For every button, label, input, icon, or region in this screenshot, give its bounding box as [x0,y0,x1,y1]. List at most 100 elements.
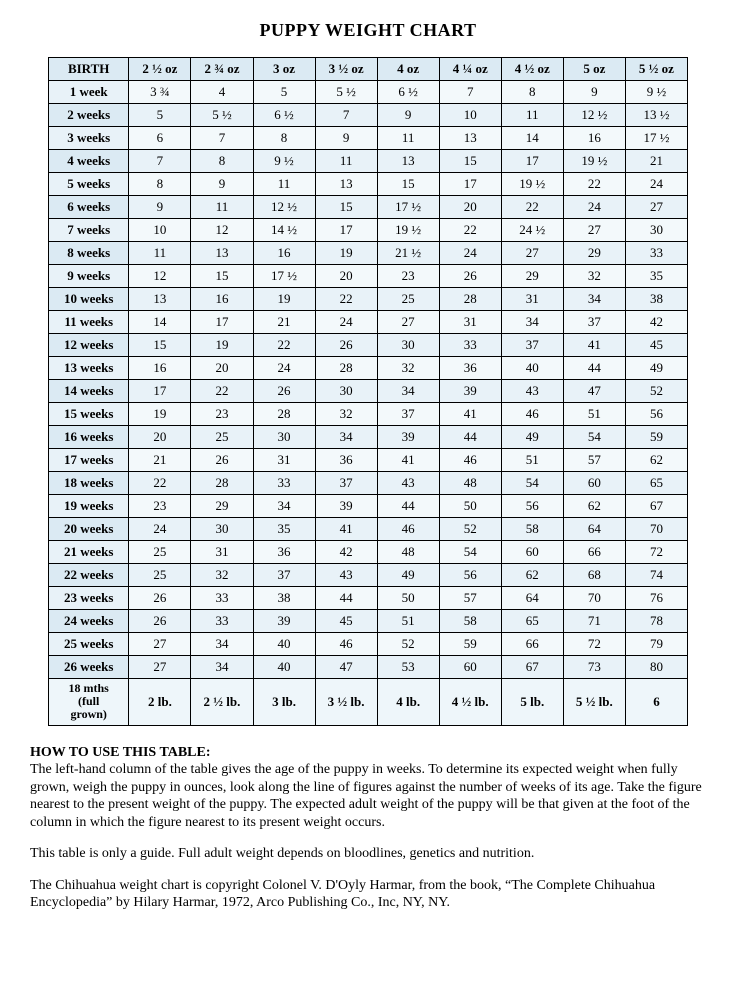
cell-value: 33 [253,472,315,495]
cell-value: 64 [501,587,563,610]
cell-value: 16 [253,242,315,265]
cell-value: 15 [439,150,501,173]
row-label: 18 weeks [49,472,129,495]
cell-value: 11 [129,242,191,265]
cell-value: 7 [191,127,253,150]
cell-value: 80 [625,656,687,679]
cell-value: 7 [315,104,377,127]
cell-value: 5 ½ [191,104,253,127]
cell-value: 22 [315,288,377,311]
cell-value: 25 [191,426,253,449]
cell-value: 28 [439,288,501,311]
cell-value: 43 [377,472,439,495]
cell-value: 27 [129,656,191,679]
cell-value: 32 [191,564,253,587]
cell-value: 40 [253,633,315,656]
cell-value: 26 [191,449,253,472]
cell-value: 51 [563,403,625,426]
cell-value: 35 [625,265,687,288]
cell-value: 56 [439,564,501,587]
weight-table: BIRTH2 ½ oz2 ¾ oz3 oz3 ½ oz4 oz4 ¼ oz4 ½… [48,57,688,726]
cell-value: 73 [563,656,625,679]
cell-value: 33 [439,334,501,357]
final-cell-value: 5 lb. [501,679,563,726]
cell-value: 34 [191,633,253,656]
cell-value: 28 [315,357,377,380]
final-cell-value: 6 [625,679,687,726]
row-label: 12 weeks [49,334,129,357]
final-cell-value: 4 lb. [377,679,439,726]
row-label: 21 weeks [49,541,129,564]
cell-value: 19 ½ [501,173,563,196]
col-header-weight: 4 ½ oz [501,58,563,81]
row-label: 13 weeks [49,357,129,380]
cell-value: 9 [191,173,253,196]
col-header-age: BIRTH [49,58,129,81]
cell-value: 59 [439,633,501,656]
cell-value: 27 [377,311,439,334]
cell-value: 19 [191,334,253,357]
cell-value: 9 [129,196,191,219]
cell-value: 65 [625,472,687,495]
cell-value: 66 [563,541,625,564]
cell-value: 58 [501,518,563,541]
cell-value: 14 [501,127,563,150]
cell-value: 37 [377,403,439,426]
cell-value: 44 [377,495,439,518]
cell-value: 20 [439,196,501,219]
cell-value: 19 [253,288,315,311]
cell-value: 60 [563,472,625,495]
cell-value: 39 [315,495,377,518]
cell-value: 23 [377,265,439,288]
row-label: 6 weeks [49,196,129,219]
cell-value: 9 [315,127,377,150]
cell-value: 43 [501,380,563,403]
cell-value: 40 [501,357,563,380]
cell-value: 50 [377,587,439,610]
cell-value: 11 [253,173,315,196]
cell-value: 8 [253,127,315,150]
cell-value: 51 [501,449,563,472]
cell-value: 30 [625,219,687,242]
cell-value: 20 [315,265,377,288]
cell-value: 9 [377,104,439,127]
cell-value: 65 [501,610,563,633]
cell-value: 30 [315,380,377,403]
row-label: 14 weeks [49,380,129,403]
cell-value: 17 ½ [253,265,315,288]
col-header-weight: 5 oz [563,58,625,81]
cell-value: 67 [501,656,563,679]
cell-value: 13 ½ [625,104,687,127]
cell-value: 70 [625,518,687,541]
cell-value: 31 [191,541,253,564]
row-label: 25 weeks [49,633,129,656]
cell-value: 24 [315,311,377,334]
cell-value: 34 [501,311,563,334]
cell-value: 17 [129,380,191,403]
cell-value: 54 [439,541,501,564]
final-cell-value: 4 ½ lb. [439,679,501,726]
cell-value: 22 [439,219,501,242]
row-label: 4 weeks [49,150,129,173]
cell-value: 37 [501,334,563,357]
cell-value: 13 [315,173,377,196]
cell-value: 20 [191,357,253,380]
cell-value: 29 [501,265,563,288]
cell-value: 46 [501,403,563,426]
cell-value: 22 [501,196,563,219]
cell-value: 52 [625,380,687,403]
col-header-weight: 4 ¼ oz [439,58,501,81]
cell-value: 9 [563,81,625,104]
cell-value: 16 [129,357,191,380]
cell-value: 27 [129,633,191,656]
cell-value: 41 [439,403,501,426]
cell-value: 46 [439,449,501,472]
cell-value: 27 [625,196,687,219]
cell-value: 36 [253,541,315,564]
cell-value: 78 [625,610,687,633]
cell-value: 27 [563,219,625,242]
cell-value: 60 [501,541,563,564]
cell-value: 21 [129,449,191,472]
cell-value: 24 [253,357,315,380]
cell-value: 36 [439,357,501,380]
